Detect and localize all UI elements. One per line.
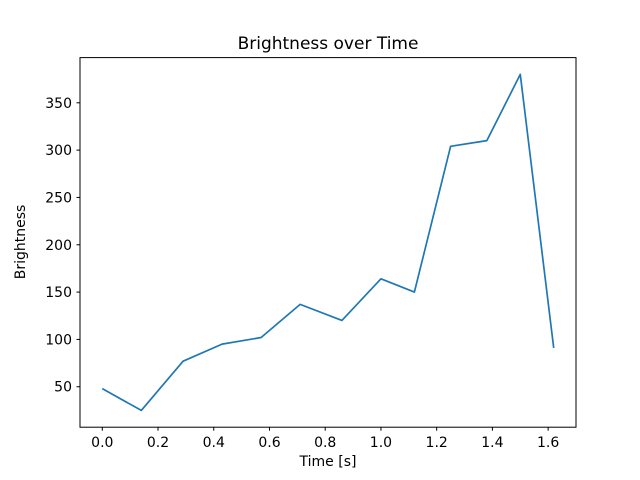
- axes: 0.0 0.2 0.4 0.6 0.8 1.0 1.2 1.4 1.6 50 100 150 200 25…: [45, 57, 577, 451]
- data-series: [101, 73, 555, 412]
- plot-frame: [79, 57, 577, 428]
- x-tick-label: 1.6: [537, 435, 559, 451]
- y-tick-label: 300: [45, 143, 72, 159]
- x-axis-label: Time [s]: [299, 454, 357, 470]
- brightness-line: [101, 73, 555, 412]
- y-tick-label: 350: [45, 96, 72, 112]
- x-tick-label: 0.2: [147, 435, 169, 451]
- y-tick-label: 200: [45, 238, 72, 254]
- y-tick-label: 150: [45, 285, 72, 301]
- x-tick-label: 0.8: [314, 435, 336, 451]
- y-tick-label: 50: [54, 380, 72, 396]
- x-tick-label: 0.4: [203, 435, 225, 451]
- x-tick-label: 1.4: [481, 435, 503, 451]
- x-tick-label: 0.6: [258, 435, 280, 451]
- x-tick-label: 1.2: [426, 435, 448, 451]
- y-axis-label: Brightness: [13, 205, 29, 280]
- x-tick-label: 0.0: [91, 435, 113, 451]
- x-tick-label: 1.0: [370, 435, 392, 451]
- y-tick-label: 100: [45, 332, 72, 348]
- chart-title: Brightness over Time: [238, 34, 419, 54]
- y-tick-label: 250: [45, 190, 72, 206]
